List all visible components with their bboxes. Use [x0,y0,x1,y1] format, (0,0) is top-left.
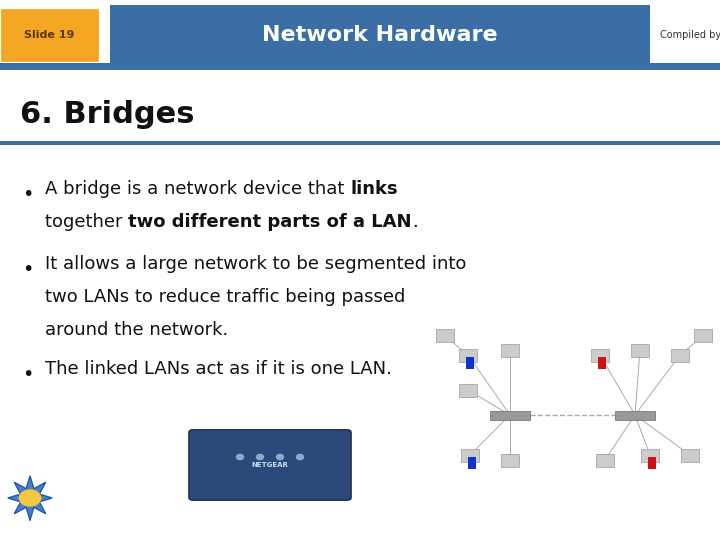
FancyBboxPatch shape [631,343,649,356]
Circle shape [276,454,284,460]
Text: NETGEAR: NETGEAR [251,462,289,468]
FancyBboxPatch shape [189,430,351,500]
Bar [468,457,476,469]
Text: two LANs to reduce traffic being passed: two LANs to reduce traffic being passed [45,288,405,306]
Text: •: • [22,365,33,384]
Text: links: links [350,180,397,198]
Polygon shape [8,476,52,520]
FancyBboxPatch shape [2,10,97,60]
FancyBboxPatch shape [591,348,609,361]
Bar [648,457,656,469]
Circle shape [297,454,304,460]
Text: It allows a large network to be segmented into: It allows a large network to be segmente… [45,255,467,273]
Text: •: • [22,260,33,279]
FancyBboxPatch shape [671,348,689,361]
FancyBboxPatch shape [501,343,519,356]
Bar [0,141,720,145]
Text: A bridge is a network device that: A bridge is a network device that [45,180,350,198]
Text: Compiled by Mr. Benjamin Muganzi: Compiled by Mr. Benjamin Muganzi [660,30,720,40]
FancyBboxPatch shape [110,5,650,65]
Text: two different parts of a LAN: two different parts of a LAN [128,213,412,231]
Text: The linked LANs act as if it is one LAN.: The linked LANs act as if it is one LAN. [45,360,392,378]
Text: together: together [45,213,128,231]
FancyBboxPatch shape [461,449,479,462]
FancyBboxPatch shape [459,348,477,361]
Bar [598,357,606,369]
FancyBboxPatch shape [490,410,530,420]
Bar [0,63,720,70]
Text: •: • [22,185,33,204]
FancyBboxPatch shape [596,454,614,467]
Bar [466,357,474,369]
FancyBboxPatch shape [436,328,454,341]
FancyBboxPatch shape [694,328,712,341]
FancyBboxPatch shape [681,449,699,462]
Text: 6. Bridges: 6. Bridges [20,100,194,130]
Text: Network Hardware: Network Hardware [262,25,498,45]
FancyBboxPatch shape [615,410,655,420]
FancyBboxPatch shape [459,383,477,396]
FancyBboxPatch shape [641,449,659,462]
Text: .: . [412,213,418,231]
Text: Slide 19: Slide 19 [24,30,75,40]
Circle shape [236,454,243,460]
Text: around the network.: around the network. [45,321,228,339]
Circle shape [256,454,264,460]
FancyBboxPatch shape [501,454,519,467]
Circle shape [19,490,40,506]
